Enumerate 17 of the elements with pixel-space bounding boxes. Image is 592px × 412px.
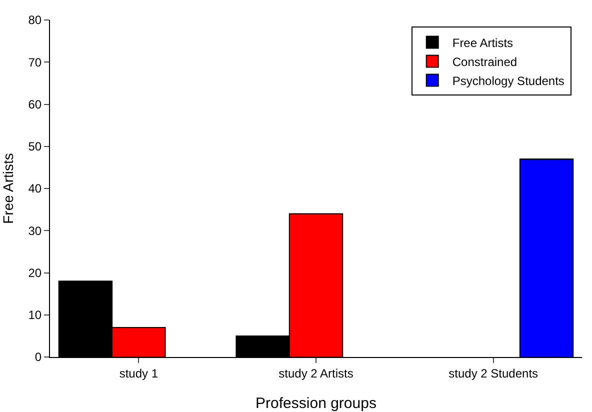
legend-label: Psychology Students (452, 74, 564, 88)
y-axis-title: Free Artists (0, 153, 16, 224)
x-tick-label: study 2 Artists (278, 366, 354, 380)
y-tick-label: 10 (28, 308, 42, 322)
x-tick-label: study 1 (119, 366, 158, 380)
y-tick-label: 60 (28, 97, 42, 112)
y-tick-label: 80 (28, 13, 42, 28)
x-tick-label: study 2 Students (448, 366, 538, 380)
y-tick-label: 0 (34, 350, 42, 364)
legend-label: Constrained (452, 54, 518, 69)
y-tick-label: 70 (28, 55, 42, 70)
legend-label: Free Artists (452, 36, 514, 50)
y-tick-label: 20 (28, 266, 42, 280)
x-axis-title: Profession groups (256, 395, 376, 412)
y-tick-label: 40 (28, 182, 42, 196)
y-tick-label: 30 (28, 224, 42, 238)
y-tick-label: 50 (28, 140, 42, 154)
